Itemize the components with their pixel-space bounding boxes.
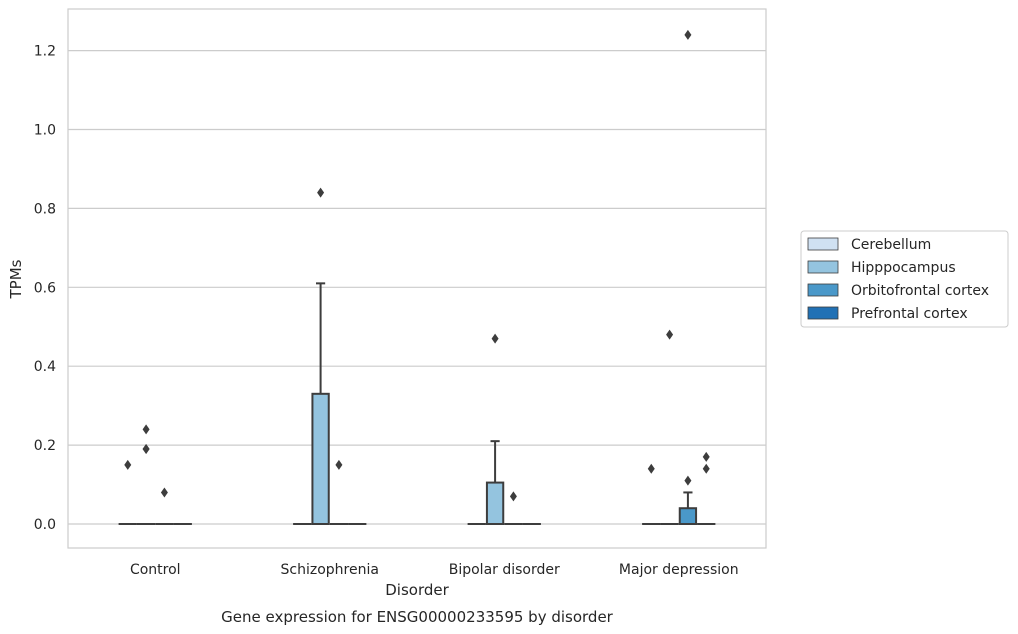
outlier-point xyxy=(666,329,674,340)
box-cerebellum xyxy=(118,459,137,526)
legend-label: Prefrontal cortex xyxy=(851,306,968,322)
x-tick-label: Bipolar disorder xyxy=(449,562,560,578)
legend-swatch xyxy=(807,306,839,320)
y-axis-title: TPMs xyxy=(7,259,25,299)
x-tick-label: Major depression xyxy=(619,562,739,578)
box-cerebellum xyxy=(642,463,661,526)
legend-frame xyxy=(800,230,1009,328)
y-tick-label: 0.8 xyxy=(34,201,56,217)
box-layer xyxy=(118,29,716,526)
box-prefrontal-cortex xyxy=(697,451,716,526)
box-orbitofrontal-cortex xyxy=(678,29,698,526)
outlier-point xyxy=(684,29,692,40)
x-tick-label: Control xyxy=(130,562,181,578)
x-axis-ticks: Control Schizophrenia Bipolar disorder Majo… xyxy=(130,562,739,578)
outlier-point xyxy=(702,451,710,462)
outlier-point xyxy=(684,475,692,486)
outlier-point xyxy=(509,491,517,502)
box-orbitofrontal-cortex xyxy=(329,459,349,526)
x-tick-label: Schizophrenia xyxy=(281,562,379,578)
box-hipppocampus xyxy=(660,329,679,526)
y-tick-label: 0.6 xyxy=(34,280,56,296)
legend-label: Cerebellum xyxy=(851,237,931,253)
box-hipppocampus xyxy=(311,187,330,525)
box xyxy=(485,481,505,526)
outlier-point xyxy=(142,444,150,455)
box-hipppocampus xyxy=(136,424,156,526)
legend: Cerebellum Hipppocampus Orbitofrontal cort… xyxy=(800,230,1009,328)
plot-frame xyxy=(67,8,767,549)
y-axis-ticks: 0.0 0.2 0.4 0.6 0.8 1.0 1.2 xyxy=(34,44,56,533)
box xyxy=(678,507,698,526)
y-tick-label: 1.0 xyxy=(34,123,56,139)
y-tick-label: 0.4 xyxy=(34,359,56,375)
outlier-point xyxy=(491,333,499,344)
legend-items: Cerebellum Hipppocampus Orbitofrontal cort… xyxy=(807,237,989,322)
y-tick-label: 0.2 xyxy=(34,438,56,454)
outlier-point xyxy=(142,424,150,435)
outlier-point xyxy=(702,463,710,474)
legend-label: Hipppocampus xyxy=(851,260,956,276)
box-orbitofrontal-cortex xyxy=(155,487,174,526)
legend-swatch xyxy=(807,283,839,297)
legend-swatch xyxy=(807,260,839,274)
outlier-point xyxy=(647,463,655,474)
y-tick-label: 1.2 xyxy=(34,44,56,60)
chart-caption: Gene expression for ENSG00000233595 by d… xyxy=(221,608,614,626)
box-orbitofrontal-cortex xyxy=(504,491,523,526)
grid-lines xyxy=(68,49,766,525)
box-hipppocampus xyxy=(485,333,505,526)
legend-swatch xyxy=(807,237,839,251)
y-tick-label: 0.0 xyxy=(34,517,56,533)
outlier-point xyxy=(124,459,132,470)
x-axis-title: Disorder xyxy=(385,581,449,599)
outlier-point xyxy=(317,187,325,198)
box xyxy=(311,392,330,525)
legend-label: Orbitofrontal cortex xyxy=(851,283,989,299)
outlier-point xyxy=(160,487,168,498)
outlier-point xyxy=(335,459,343,470)
